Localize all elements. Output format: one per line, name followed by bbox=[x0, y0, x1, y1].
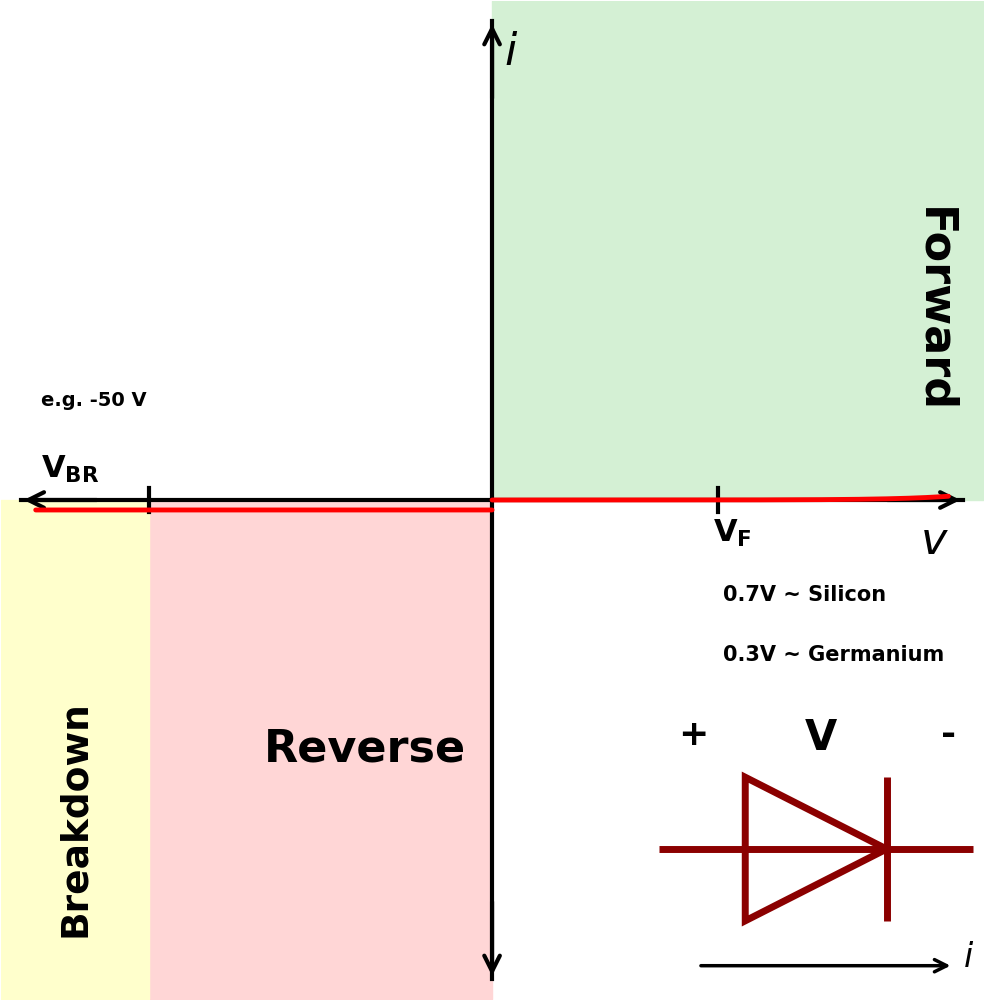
Text: $\mathbf{V_F}$: $\mathbf{V_F}$ bbox=[713, 518, 752, 549]
Text: Breakdown: Breakdown bbox=[57, 701, 93, 937]
Text: $\mathbf{V_{BR}}$: $\mathbf{V_{BR}}$ bbox=[41, 454, 99, 485]
Text: 0.7V ~ Silicon: 0.7V ~ Silicon bbox=[723, 585, 886, 605]
Text: e.g. -50 V: e.g. -50 V bbox=[41, 391, 146, 410]
Text: $i$: $i$ bbox=[963, 941, 974, 974]
Text: +: + bbox=[678, 718, 708, 752]
Text: V: V bbox=[805, 717, 837, 759]
Text: $i$: $i$ bbox=[504, 31, 518, 74]
Text: -: - bbox=[941, 718, 956, 752]
Text: Reverse: Reverse bbox=[263, 728, 466, 771]
Text: 0.3V ~ Germanium: 0.3V ~ Germanium bbox=[723, 645, 944, 665]
Text: $v$: $v$ bbox=[920, 520, 948, 563]
Text: Forward: Forward bbox=[912, 207, 955, 414]
